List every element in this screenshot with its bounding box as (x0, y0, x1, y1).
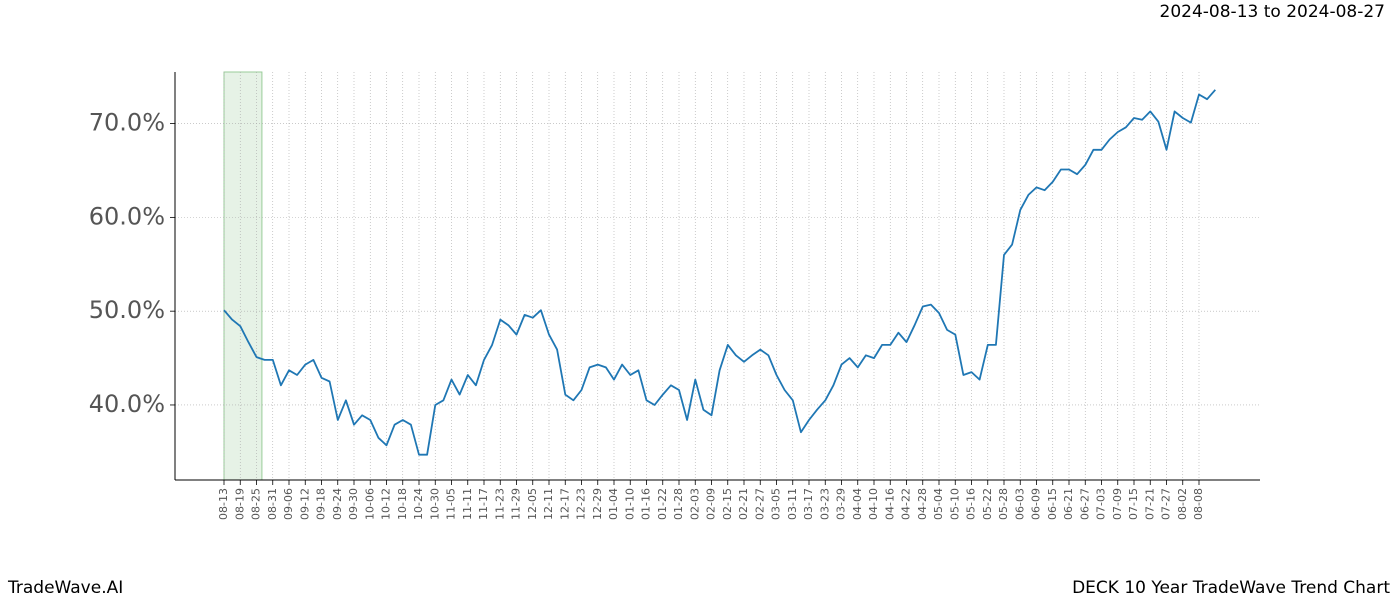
x-tick-label: 10-30 (428, 488, 441, 520)
x-tick-label: 10-12 (380, 488, 393, 520)
x-tick-label: 11-11 (461, 488, 474, 520)
x-tick-label: 01-22 (656, 488, 669, 520)
x-tick-label: 11-23 (493, 488, 506, 520)
x-tick-label: 04-04 (851, 488, 864, 520)
x-tick-label: 01-10 (623, 488, 636, 520)
x-tick-label: 09-06 (282, 488, 295, 520)
footer-right: DECK 10 Year TradeWave Trend Chart (1072, 578, 1390, 598)
x-tick-label: 11-05 (445, 488, 458, 520)
x-tick-label: 10-06 (363, 488, 376, 520)
x-tick-label: 08-02 (1176, 488, 1189, 520)
y-tick-label: 60.0% (89, 202, 165, 230)
x-tick-label: 03-29 (835, 488, 848, 520)
x-tick-label: 04-16 (883, 488, 896, 520)
x-tick-label: 05-28 (997, 488, 1010, 520)
x-tick-label: 01-28 (672, 488, 685, 520)
x-tick-label: 06-03 (1013, 488, 1026, 520)
x-tick-label: 09-30 (347, 488, 360, 520)
x-tick-label: 07-27 (1160, 488, 1173, 520)
x-tick-label: 10-18 (396, 488, 409, 520)
x-tick-label: 05-10 (948, 488, 961, 520)
x-tick-label: 01-16 (640, 488, 653, 520)
x-tick-label: 12-05 (526, 488, 539, 520)
chart-subtitle: 2024-08-13 to 2024-08-27 (1160, 2, 1385, 22)
x-tick-label: 05-22 (981, 488, 994, 520)
x-tick-label: 06-27 (1078, 488, 1091, 520)
x-tick-label: 04-22 (900, 488, 913, 520)
x-tick-label: 02-27 (753, 488, 766, 520)
x-tick-label: 11-29 (510, 488, 523, 520)
trend-line (223, 89, 1216, 456)
x-tick-label: 06-09 (1030, 488, 1043, 520)
x-tick-label: 02-03 (688, 488, 701, 520)
x-tick-label: 07-09 (1111, 488, 1124, 520)
x-tick-label: 08-08 (1192, 488, 1205, 520)
x-tick-label: 12-23 (575, 488, 588, 520)
x-tick-label: 08-31 (266, 488, 279, 520)
highlight-window (223, 71, 263, 481)
y-tick-label: 50.0% (89, 296, 165, 324)
x-tick-label: 06-15 (1046, 488, 1059, 520)
footer-left: TradeWave.AI (7, 578, 123, 598)
x-tick-label: 02-09 (705, 488, 718, 520)
x-tick-label: 02-21 (737, 488, 750, 520)
x-tick-label: 12-29 (591, 488, 604, 520)
x-tick-label: 10-24 (412, 488, 425, 520)
x-tick-label: 07-03 (1095, 488, 1108, 520)
x-tick-label: 03-05 (770, 488, 783, 520)
x-tick-label: 04-10 (867, 488, 880, 520)
x-tick-label: 03-17 (802, 488, 815, 520)
x-tick-label: 07-21 (1143, 488, 1156, 520)
x-tick-label: 07-15 (1127, 488, 1140, 520)
x-tick-label: 08-13 (217, 488, 230, 520)
x-tick-label: 08-25 (250, 488, 263, 520)
x-tick-label: 02-15 (721, 488, 734, 520)
x-tick-label: 09-24 (331, 488, 344, 520)
x-tick-label: 01-04 (607, 488, 620, 520)
x-tick-label: 05-04 (932, 488, 945, 520)
x-tick-label: 09-18 (315, 488, 328, 520)
y-tick-label: 40.0% (89, 390, 165, 418)
x-tick-label: 09-12 (298, 488, 311, 520)
y-tick-label: 70.0% (89, 109, 165, 137)
x-tick-label: 05-16 (965, 488, 978, 520)
x-tick-label: 06-21 (1062, 488, 1075, 520)
x-tick-label: 08-19 (233, 488, 246, 520)
x-tick-label: 03-11 (786, 488, 799, 520)
x-tick-label: 12-11 (542, 488, 555, 520)
x-tick-label: 04-28 (916, 488, 929, 520)
x-tick-label: 03-23 (818, 488, 831, 520)
x-tick-label: 12-17 (558, 488, 571, 520)
x-tick-label: 11-17 (477, 488, 490, 520)
